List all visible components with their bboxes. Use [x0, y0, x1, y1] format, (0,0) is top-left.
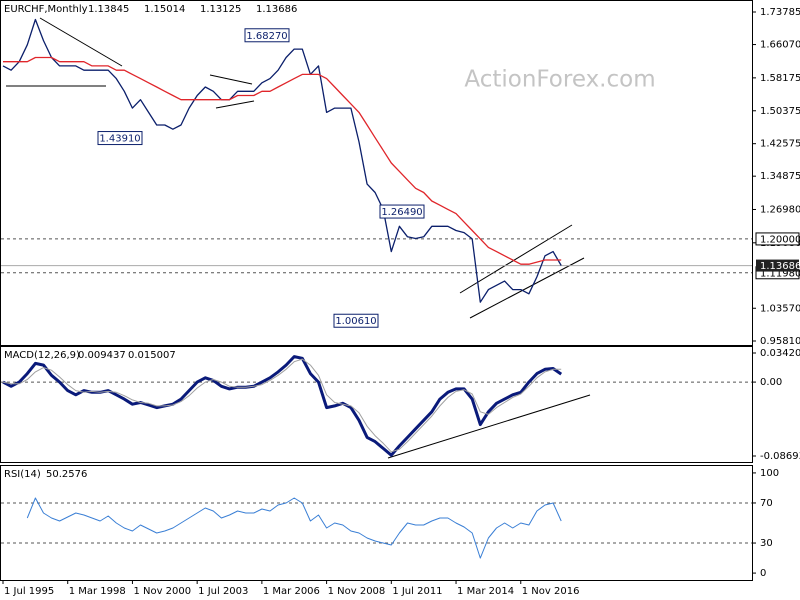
series-line [26, 497, 562, 559]
level-box [755, 232, 800, 246]
annotation-box [244, 28, 290, 43]
level-label: 1.20000 [760, 234, 800, 245]
annotation-label: 1.68270 [246, 31, 287, 42]
macd-panel [0, 346, 753, 463]
price-panel [0, 0, 753, 346]
y-tick-label: 70 [760, 498, 773, 509]
readout: 1.15014 [144, 4, 185, 15]
x-tick-label: 1 Nov 2016 [522, 586, 580, 597]
x-tick-label: 1 Mar 2006 [263, 586, 320, 597]
y-tick-label: 0.00 [760, 377, 782, 388]
y-tick-label: 30 [760, 538, 773, 549]
readout: 0.009437 [78, 350, 126, 361]
x-tick-label: 1 Jul 2003 [198, 586, 248, 597]
y-tick-label: 1.03570 [760, 303, 800, 314]
y-tick-label: 0.95810 [760, 336, 800, 347]
series-line [2, 18, 562, 303]
annotation-label: 1.43910 [99, 134, 140, 145]
current-box [756, 259, 799, 272]
annotation-box [97, 131, 143, 146]
readout: 50.2576 [46, 469, 87, 480]
readout: 0.015007 [128, 350, 176, 361]
panel-title: MACD(12,26,9) [4, 350, 80, 361]
current-label: 1.13686 [760, 261, 800, 272]
y-tick-label: 1.50375 [760, 106, 800, 117]
series-line [2, 358, 562, 453]
y-tick-label: 0 [760, 568, 766, 579]
y-tick-label: 1.34875 [760, 171, 800, 182]
x-tick-label: 1 Jul 2011 [392, 586, 442, 597]
annotation-label: 1.00610 [335, 316, 376, 327]
x-tick-label: 1 Nov 2008 [328, 586, 386, 597]
annotation-box [379, 204, 425, 219]
series-line [3, 56, 562, 265]
panel-title: RSI(14) [4, 469, 41, 480]
y-tick-label: 1.26980 [760, 204, 800, 215]
annotation-label: 1.26490 [381, 207, 422, 218]
x-tick-label: 1 Jul 1995 [4, 586, 54, 597]
y-tick-label: 100 [760, 468, 779, 479]
readout: 1.13686 [256, 4, 297, 15]
y-tick-label: 1.58175 [760, 73, 800, 84]
rsi-panel [0, 465, 753, 581]
x-tick-label: 1 Mar 2014 [457, 586, 514, 597]
watermark: ActionForex.com [464, 67, 655, 93]
readout: 1.13125 [200, 4, 241, 15]
trend-lines [6, 17, 591, 459]
readout: 1.13845 [88, 4, 129, 15]
x-tick-label: 1 Nov 2000 [133, 586, 191, 597]
annotation-box [333, 313, 379, 328]
panel-title: EURCHF,Monthly [4, 4, 88, 15]
level-label: 1.11980 [760, 268, 800, 279]
y-tick-label: -0.086933 [760, 451, 800, 462]
y-tick-label: 1.66070 [760, 40, 800, 51]
y-tick-label: 0.034203 [760, 348, 800, 359]
x-tick-label: 1 Mar 1998 [69, 586, 126, 597]
y-tick-label: 1.42575 [760, 139, 800, 150]
y-tick-label: 1.73785 [760, 7, 800, 18]
